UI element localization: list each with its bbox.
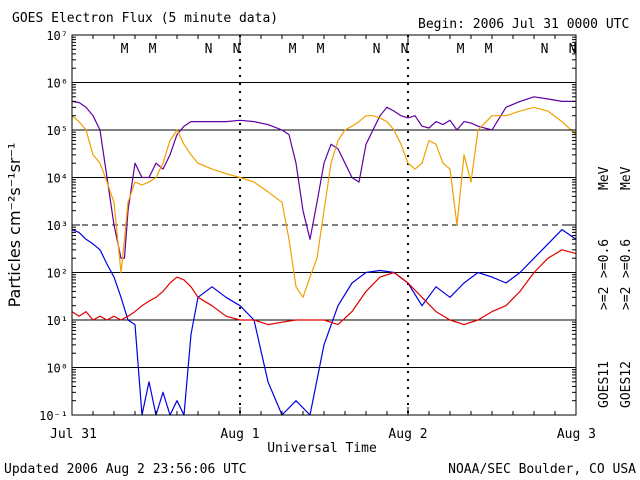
marker-label: M xyxy=(289,42,297,57)
legend-item: >=2 xyxy=(597,287,612,310)
marker-label: N xyxy=(233,42,241,57)
marker-label: N xyxy=(205,42,213,57)
legend-unit: MeV xyxy=(597,166,612,190)
x-tick-label: Aug 3 xyxy=(557,427,596,442)
y-axis-ticks: 10⁻¹ 10⁰ 10¹ 10² 10³ 10⁴ 10⁵ 10⁶ 10⁷ xyxy=(39,29,576,423)
marker-label: M xyxy=(485,42,493,57)
x-tick-label: Aug 1 xyxy=(220,427,259,442)
x-axis-ticks: Jul 31 Aug 1 Aug 2 Aug 3 xyxy=(50,35,596,442)
x-tick-label: Jul 31 xyxy=(50,427,97,442)
y-tick-label: 10⁴ xyxy=(46,172,68,186)
x-axis-label: Universal Time xyxy=(267,441,377,456)
y-tick-label: 10⁰ xyxy=(46,362,68,376)
series-group xyxy=(71,96,577,416)
legend-unit: MeV xyxy=(619,166,634,190)
series-goes11-2-mev xyxy=(71,229,577,416)
x-tick-label: Aug 2 xyxy=(388,427,427,442)
chart-title: GOES Electron Flux (5 minute data) xyxy=(12,11,278,26)
legend-item: >=2 xyxy=(619,287,634,310)
legend-satellite: GOES12 xyxy=(619,361,634,408)
grid-lines xyxy=(72,82,576,368)
updated-timestamp: Updated 2006 Aug 2 23:56:06 UTC xyxy=(4,462,247,477)
marker-label: N xyxy=(373,42,381,57)
series-goes12-0-6-mev xyxy=(71,106,577,298)
series-goes11-0-6-mev xyxy=(71,96,576,259)
marker-label: M xyxy=(457,42,465,57)
y-tick-label: 10³ xyxy=(46,219,68,233)
y-tick-label: 10⁶ xyxy=(46,77,68,91)
y-tick-label: 10¹ xyxy=(46,314,68,328)
y-axis-label: Particles cm⁻²s⁻¹sr⁻¹ xyxy=(5,143,24,308)
legend-item: >=0.6 xyxy=(619,239,634,278)
series-goes12-2-mev xyxy=(71,249,577,326)
y-tick-label: 10⁷ xyxy=(46,29,68,43)
legend-satellite: GOES11 xyxy=(597,361,612,408)
y-tick-label: 10⁻¹ xyxy=(39,409,68,423)
marker-label: M xyxy=(121,42,129,57)
marker-label: M xyxy=(317,42,325,57)
y-tick-label: 10⁵ xyxy=(46,124,68,138)
credit-label: NOAA/SEC Boulder, CO USA xyxy=(448,462,636,477)
marker-label: M xyxy=(149,42,157,57)
legend-item: >=0.6 xyxy=(597,239,612,278)
marker-label: N xyxy=(401,42,409,57)
begin-label: Begin: 2006 Jul 31 0000 UTC xyxy=(418,17,629,32)
y-tick-label: 10² xyxy=(46,267,68,281)
marker-label: N xyxy=(541,42,549,57)
legend: GOES11 >=2 >=0.6 MeV GOES12 >=2 >=0.6 MeV xyxy=(597,166,634,408)
